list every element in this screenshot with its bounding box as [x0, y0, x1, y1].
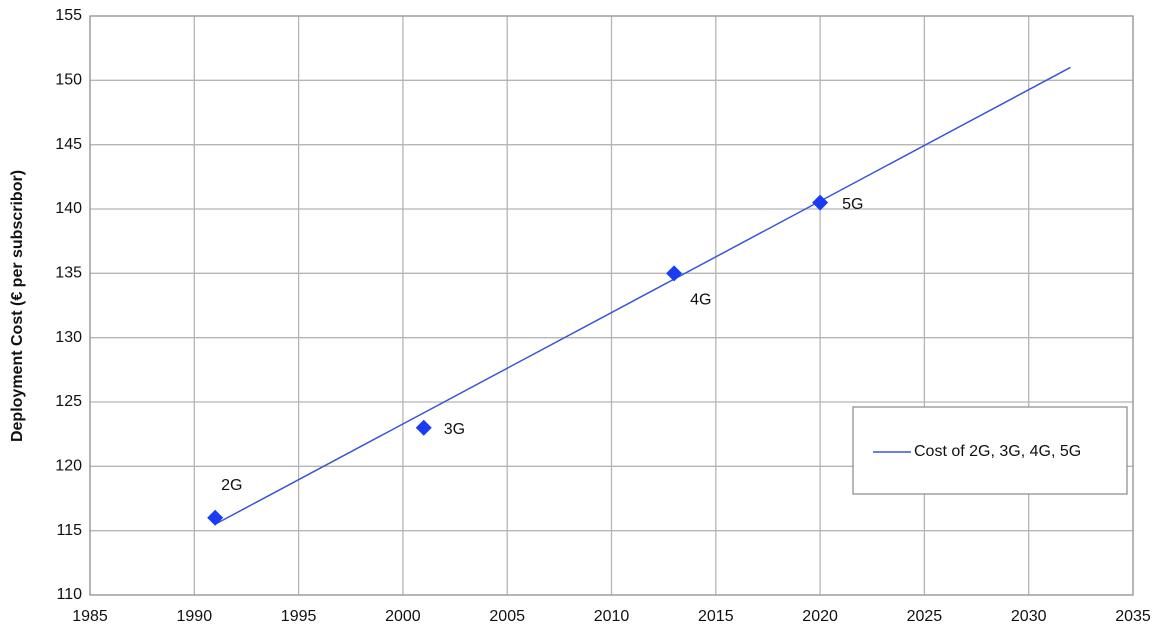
x-tick-label: 2015: [698, 608, 734, 625]
x-tick-label: 2035: [1115, 608, 1151, 625]
point: [415, 419, 432, 436]
y-tick-label: 130: [55, 329, 82, 346]
point: [666, 265, 683, 282]
y-tick-label: 145: [55, 136, 82, 153]
point: [207, 509, 224, 526]
x-tick-label: 2010: [594, 608, 630, 625]
x-tick-label: 1985: [72, 608, 108, 625]
y-tick-label: 120: [55, 458, 82, 475]
y-tick-label: 125: [55, 393, 82, 410]
point: [812, 194, 829, 211]
y-tick-label: 150: [55, 72, 82, 89]
y-tick-label: 140: [55, 200, 82, 217]
y-tick-label: 155: [55, 7, 82, 24]
x-tick-label: 2030: [1011, 608, 1047, 625]
legend-box: [852, 406, 1128, 495]
trend-line: [214, 66, 1071, 525]
point-label: 5G: [842, 196, 863, 213]
x-tick-label: 2000: [385, 608, 421, 625]
y-tick-label: 110: [56, 586, 82, 603]
point-label: 4G: [690, 292, 711, 309]
x-tick-label: 2020: [802, 608, 838, 625]
plot-frame: [89, 15, 1134, 596]
x-tick-label: 2025: [907, 608, 943, 625]
legend-label: Cost of 2G, 3G, 4G, 5G: [914, 443, 1081, 460]
point-label: 3G: [444, 421, 465, 438]
x-tick-label: 1995: [281, 608, 317, 625]
point-label: 2G: [221, 477, 242, 494]
y-tick-label: 115: [56, 522, 82, 539]
y-axis-label: Deployment Cost (€ per subscribor): [9, 170, 26, 442]
x-tick-label: 2005: [489, 608, 525, 625]
x-tick-label: 1990: [177, 608, 213, 625]
y-tick-label: 135: [55, 265, 82, 282]
